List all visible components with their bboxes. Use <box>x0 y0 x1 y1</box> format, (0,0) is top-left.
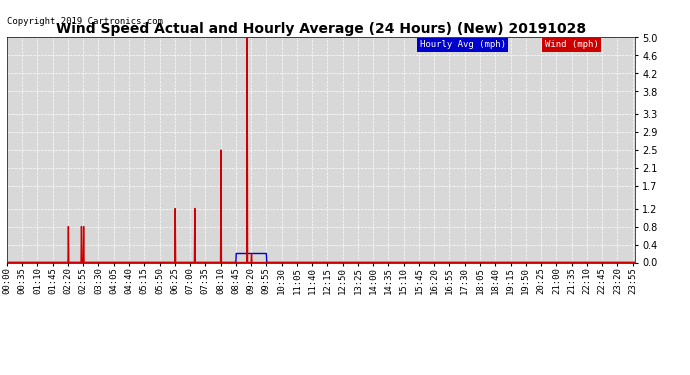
Text: Wind (mph): Wind (mph) <box>544 40 598 49</box>
Text: Copyright 2019 Cartronics.com: Copyright 2019 Cartronics.com <box>7 17 163 26</box>
Title: Wind Speed Actual and Hourly Average (24 Hours) (New) 20191028: Wind Speed Actual and Hourly Average (24… <box>56 22 586 36</box>
Text: Hourly Avg (mph): Hourly Avg (mph) <box>420 40 506 49</box>
